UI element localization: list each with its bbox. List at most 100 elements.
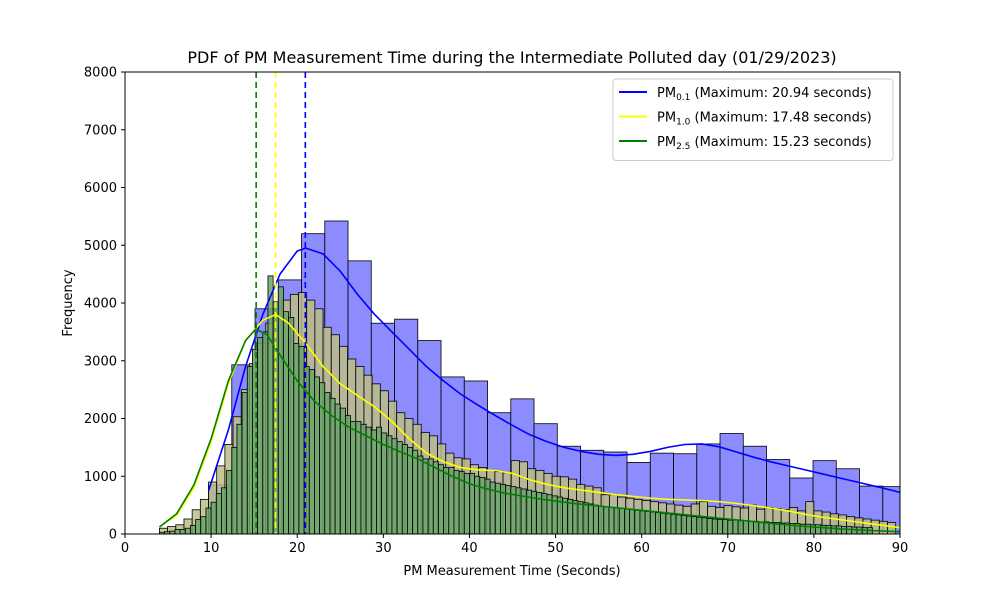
histogram-bar	[727, 519, 734, 534]
histogram-bar	[711, 518, 718, 534]
histogram-bar	[215, 493, 222, 534]
histogram-bar	[241, 392, 248, 534]
peak-lines	[255, 72, 307, 534]
histogram-bar	[737, 520, 744, 534]
histogram-bar	[438, 464, 445, 534]
x-tick-label: 50	[547, 541, 564, 556]
histogram-bar	[660, 512, 667, 534]
histogram-bar	[655, 512, 662, 534]
histogram-bar	[562, 497, 569, 534]
histogram-bar	[670, 513, 677, 534]
histogram-bar	[288, 317, 295, 534]
x-tick-label: 60	[633, 541, 650, 556]
histogram-bar	[350, 420, 357, 534]
histogram-bar	[360, 423, 367, 534]
histogram-bar	[205, 507, 212, 534]
histogram-bar	[412, 449, 419, 534]
histogram-bar	[314, 376, 321, 534]
histogram-bar	[391, 438, 398, 534]
histogram-bar	[732, 519, 739, 534]
x-tick-label: 70	[720, 541, 737, 556]
histogram-bars	[159, 220, 900, 534]
histogram-bar	[572, 500, 579, 534]
y-tick-label: 4000	[84, 297, 117, 312]
histogram-bar	[577, 501, 584, 534]
histogram-bar	[184, 527, 191, 534]
histogram-bar	[345, 415, 352, 534]
histogram-bar	[195, 519, 202, 534]
histogram-bar	[598, 505, 605, 534]
histogram-bar	[680, 515, 687, 534]
kde-line-series-0	[207, 247, 900, 494]
histogram-bar	[748, 520, 755, 534]
y-tick-label: 6000	[84, 181, 117, 196]
histogram-bar	[231, 446, 238, 534]
histogram-bar	[479, 477, 486, 534]
histogram-bar	[432, 461, 439, 534]
histogram-bar	[887, 522, 897, 534]
histogram-bar	[835, 525, 842, 534]
y-tick-label: 5000	[84, 239, 117, 254]
y-axis-label: Frequency	[61, 269, 76, 336]
histogram-bar	[283, 311, 290, 534]
y-tick-label: 1000	[84, 470, 117, 485]
histogram-bar	[629, 509, 636, 534]
histogram-bar	[396, 441, 403, 534]
histogram-bar	[758, 521, 765, 534]
histogram-bar	[365, 426, 372, 534]
histogram-bar	[422, 458, 429, 534]
histogram-bar	[675, 514, 682, 534]
legend-frame	[612, 78, 894, 161]
histogram-bar	[246, 366, 253, 534]
histogram-bar	[613, 507, 620, 534]
x-tick-label: 80	[806, 541, 823, 556]
histogram-bar	[649, 511, 656, 534]
histogram-bar	[200, 516, 207, 534]
histogram-bar	[329, 397, 336, 534]
histogram-bar	[236, 423, 243, 534]
histogram-bar	[701, 517, 708, 534]
histogram-bar	[262, 331, 269, 534]
histogram-bar	[298, 345, 305, 534]
histogram-bar	[210, 501, 217, 534]
histogram-bar	[293, 343, 300, 534]
histogram-bar	[665, 513, 672, 534]
legend-entry-label: PM1.0 (Maximum: 17.48 seconds)	[657, 111, 872, 128]
histogram-bar	[469, 472, 476, 534]
histogram-bar	[717, 519, 724, 534]
histogram-bar	[484, 478, 491, 534]
y-tick-label: 2000	[84, 412, 117, 427]
histogram-bar	[691, 516, 698, 534]
x-tick-label: 90	[892, 541, 909, 556]
histogram-bar	[277, 286, 284, 534]
axes: 0 10 20 30 40 50 60 70 80 90 0 1000 2000 3000 4000 5000…	[84, 66, 908, 557]
histogram-bar	[878, 520, 888, 534]
y-tick-label: 7000	[84, 123, 117, 138]
histogram-bar	[334, 403, 341, 534]
x-tick-label: 20	[289, 541, 306, 556]
histogram-bar	[448, 467, 455, 534]
kde-line-series-1	[159, 313, 900, 529]
x-tick-label: 10	[203, 541, 220, 556]
chart-title: PDF of PM Measurement Time during the In…	[187, 48, 836, 67]
histogram-bar	[696, 516, 703, 534]
y-tick-label: 8000	[84, 66, 117, 81]
kde-line-series-2	[158, 328, 900, 533]
histogram-bar	[174, 528, 181, 534]
histogram-bar	[753, 520, 760, 534]
histogram-bar	[582, 502, 589, 534]
histogram-bar	[706, 518, 713, 534]
x-tick-label: 30	[375, 541, 392, 556]
histogram-bar	[815, 524, 822, 534]
histogram-bar	[407, 446, 414, 534]
histogram-bar	[443, 467, 450, 534]
kde-lines	[158, 247, 900, 533]
y-tick-label: 0	[109, 528, 117, 543]
histogram-bar	[624, 508, 631, 534]
histogram-bar	[417, 455, 424, 534]
histogram-bar	[381, 432, 388, 534]
histogram-bar	[567, 498, 574, 534]
histogram-bar	[267, 275, 274, 534]
histogram-bar	[386, 435, 393, 534]
